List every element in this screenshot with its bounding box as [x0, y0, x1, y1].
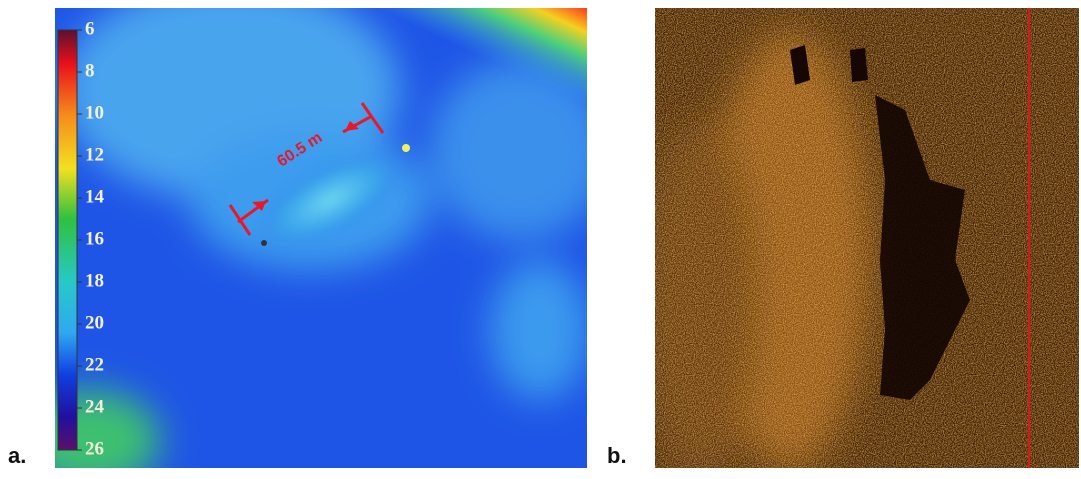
- tick-label: 14: [85, 186, 105, 207]
- panel-label: a.: [8, 443, 26, 468]
- tick-label: 24: [85, 396, 105, 417]
- tick-label: 20: [85, 312, 104, 333]
- tick-label: 10: [85, 102, 104, 123]
- tick-label: 8: [85, 60, 95, 81]
- sonar-image: [655, 8, 1079, 468]
- bathymetry-map: [55, 8, 587, 468]
- tick-label: 16: [85, 228, 104, 249]
- tick-label: 6: [85, 18, 95, 39]
- tick-label: 26: [85, 438, 104, 459]
- tick-label: 18: [85, 270, 104, 291]
- tick-label: 12: [85, 144, 104, 165]
- measurement: [228, 102, 385, 236]
- colorbar: [57, 29, 78, 451]
- panel-label: b.: [607, 443, 627, 468]
- tick-label: 22: [85, 354, 104, 375]
